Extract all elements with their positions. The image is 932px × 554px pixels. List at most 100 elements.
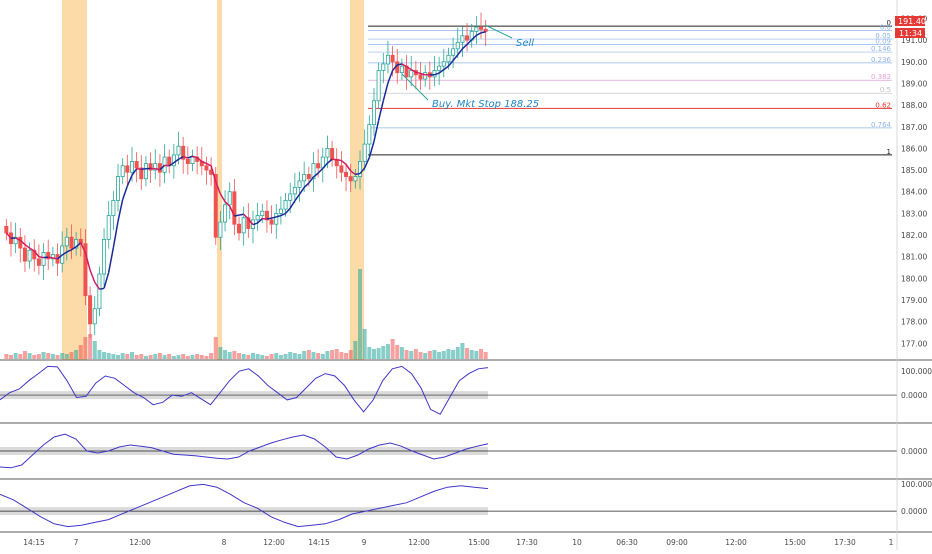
candle-body-4 (23, 248, 26, 261)
volume-bar-21 (102, 352, 106, 359)
volume-bar-3 (18, 354, 22, 359)
candle-body-99 (465, 36, 468, 40)
price-badge-text: 191.40 (898, 17, 926, 26)
candle-body-70 (330, 148, 333, 159)
time-label-6: 9 (362, 538, 367, 547)
ma-segment-57 (267, 218, 272, 219)
candle-body-24 (116, 177, 119, 201)
candle-body-18 (88, 296, 91, 324)
fib-label-9: 0.764 (871, 121, 892, 129)
volume-bar-37 (177, 355, 181, 359)
candle-body-26 (126, 166, 129, 172)
candle-body-8 (42, 252, 45, 265)
volume-bar-1 (9, 355, 13, 359)
volume-bar-59 (279, 355, 283, 359)
volume-bar-83 (391, 339, 395, 359)
candle-body-55 (261, 211, 264, 215)
volume-bar-82 (386, 344, 390, 359)
volume-bar-103 (484, 352, 488, 359)
volume-bar-24 (116, 355, 120, 359)
volume-bar-51 (242, 354, 246, 359)
candle-body-49 (233, 192, 236, 224)
volume-bar-60 (284, 354, 288, 359)
volume-bar-33 (158, 353, 162, 359)
ma-segment-33 (155, 169, 160, 170)
candle-body-43 (205, 166, 208, 170)
candle-body-59 (279, 209, 282, 213)
volume-bar-42 (200, 355, 204, 359)
price-tick-5: 187.00 (901, 123, 927, 132)
price-tick-12: 180.00 (901, 274, 927, 283)
volume-bar-9 (46, 353, 50, 359)
candle-body-63 (298, 181, 301, 187)
volume-bar-4 (23, 351, 27, 359)
time-label-12: 09:00 (666, 538, 688, 547)
time-label-15: 17:30 (834, 538, 856, 547)
volume-bar-5 (28, 353, 32, 359)
time-label-14: 15:00 (784, 538, 806, 547)
volume-bar-35 (167, 354, 171, 359)
candle-body-7 (37, 259, 40, 265)
ma-segment-21 (99, 288, 104, 289)
time-label-0: 14:15 (23, 538, 45, 547)
candle-body-82 (386, 55, 389, 64)
candle-body-0 (5, 226, 8, 232)
volume-bar-70 (330, 350, 334, 359)
sell-annotation: Sell (516, 38, 534, 49)
volume-bar-55 (260, 355, 264, 359)
candle-body-34 (163, 157, 166, 172)
volume-bar-32 (153, 354, 157, 359)
candle-body-90 (424, 73, 427, 79)
volume-bar-43 (204, 356, 208, 359)
time-label-16: 1 (889, 538, 894, 547)
price-tick-15: 177.00 (901, 339, 927, 348)
candle-body-48 (228, 192, 231, 205)
candle-body-79 (372, 101, 375, 125)
volume-bar-81 (381, 346, 385, 359)
volume-bar-0 (4, 354, 8, 359)
volume-bar-50 (237, 353, 241, 359)
volume-bar-31 (149, 355, 153, 359)
volume-bar-16 (79, 345, 83, 359)
candle-body-47 (223, 205, 226, 222)
volume-bar-38 (181, 354, 185, 359)
volume-bar-84 (395, 345, 399, 359)
volume-bar-54 (256, 354, 260, 359)
time-label-2: 12:00 (129, 538, 151, 547)
volume-bar-73 (344, 353, 348, 359)
volume-bar-2 (14, 353, 18, 359)
volume-bar-12 (60, 353, 64, 359)
candle-body-97 (456, 42, 459, 48)
candle-body-85 (400, 66, 403, 72)
volume-bar-36 (172, 356, 176, 359)
volume-bar-79 (372, 349, 376, 359)
candle-body-75 (354, 177, 357, 181)
volume-bar-8 (42, 352, 46, 359)
volume-bar-27 (130, 352, 134, 359)
candle-body-95 (447, 55, 450, 61)
candle-body-77 (363, 144, 366, 161)
volume-bar-47 (223, 350, 227, 359)
price-tick-13: 179.00 (901, 296, 927, 305)
candle-body-23 (112, 200, 115, 215)
candle-body-57 (270, 220, 273, 224)
candle-body-40 (191, 157, 194, 163)
volume-bar-80 (377, 348, 381, 359)
volume-bar-71 (335, 349, 339, 359)
volume-bar-6 (32, 355, 36, 359)
volume-bar-46 (218, 347, 222, 359)
volume-bar-78 (367, 347, 371, 359)
price-tick-3: 189.00 (901, 79, 927, 88)
volume-bar-65 (307, 350, 311, 359)
candle-body-60 (284, 200, 287, 209)
candle-body-89 (419, 75, 422, 79)
candle-body-27 (130, 161, 133, 172)
volume-bar-53 (251, 353, 255, 359)
candle-body-102 (479, 27, 482, 29)
price-tick-9: 183.00 (901, 209, 927, 218)
volume-bar-90 (423, 353, 427, 359)
volume-bar-14 (69, 352, 73, 359)
fib-label-4: 0.146 (871, 45, 892, 53)
